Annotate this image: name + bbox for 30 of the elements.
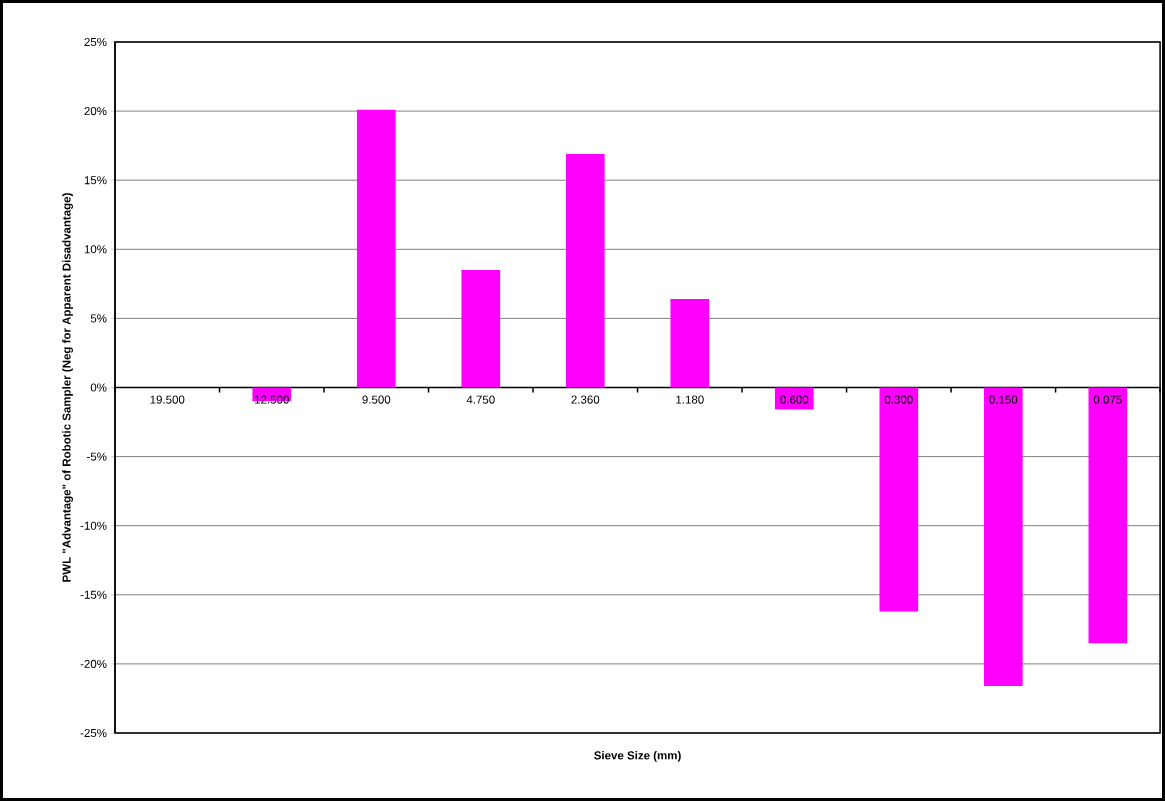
bar	[565, 153, 605, 388]
bar	[461, 270, 501, 388]
y-tick-label: 10%	[84, 245, 107, 254]
x-tick-label: 2.360	[571, 395, 600, 404]
bar	[1088, 387, 1128, 644]
x-tick-label: 9.500	[362, 395, 391, 404]
bar	[356, 109, 396, 388]
y-tick-label: 25%	[84, 37, 107, 47]
bar	[983, 387, 1023, 687]
y-tick-label: -25%	[80, 728, 107, 738]
y-tick-label: 5%	[90, 314, 107, 323]
y-tick-label: -10%	[80, 521, 107, 530]
y-axis-title: PWL "Advantage" of Robotic Sampler (Neg for Apparent Disadvantage)	[62, 193, 73, 582]
bar	[879, 387, 919, 612]
bar	[670, 299, 710, 388]
y-tick-label: -20%	[80, 659, 107, 668]
x-tick-label: 1.180	[676, 395, 704, 404]
x-tick-label: 0.300	[884, 395, 913, 404]
bar	[774, 387, 814, 410]
y-tick-label: -15%	[80, 590, 107, 599]
x-tick-label: 0.150	[989, 395, 1018, 404]
x-tick-label: 0.075	[1093, 395, 1122, 404]
x-tick-label: 19.500	[150, 395, 185, 404]
y-tick-label: 20%	[84, 107, 107, 116]
x-axis-title: Sieve Size (mm)	[594, 751, 681, 762]
x-tick-label: 0.600	[780, 395, 809, 404]
y-tick-label: -5%	[87, 452, 107, 461]
y-tick-label: 0%	[90, 383, 107, 392]
x-tick-label: 4.750	[466, 395, 495, 404]
y-tick-label: 15%	[84, 176, 107, 185]
